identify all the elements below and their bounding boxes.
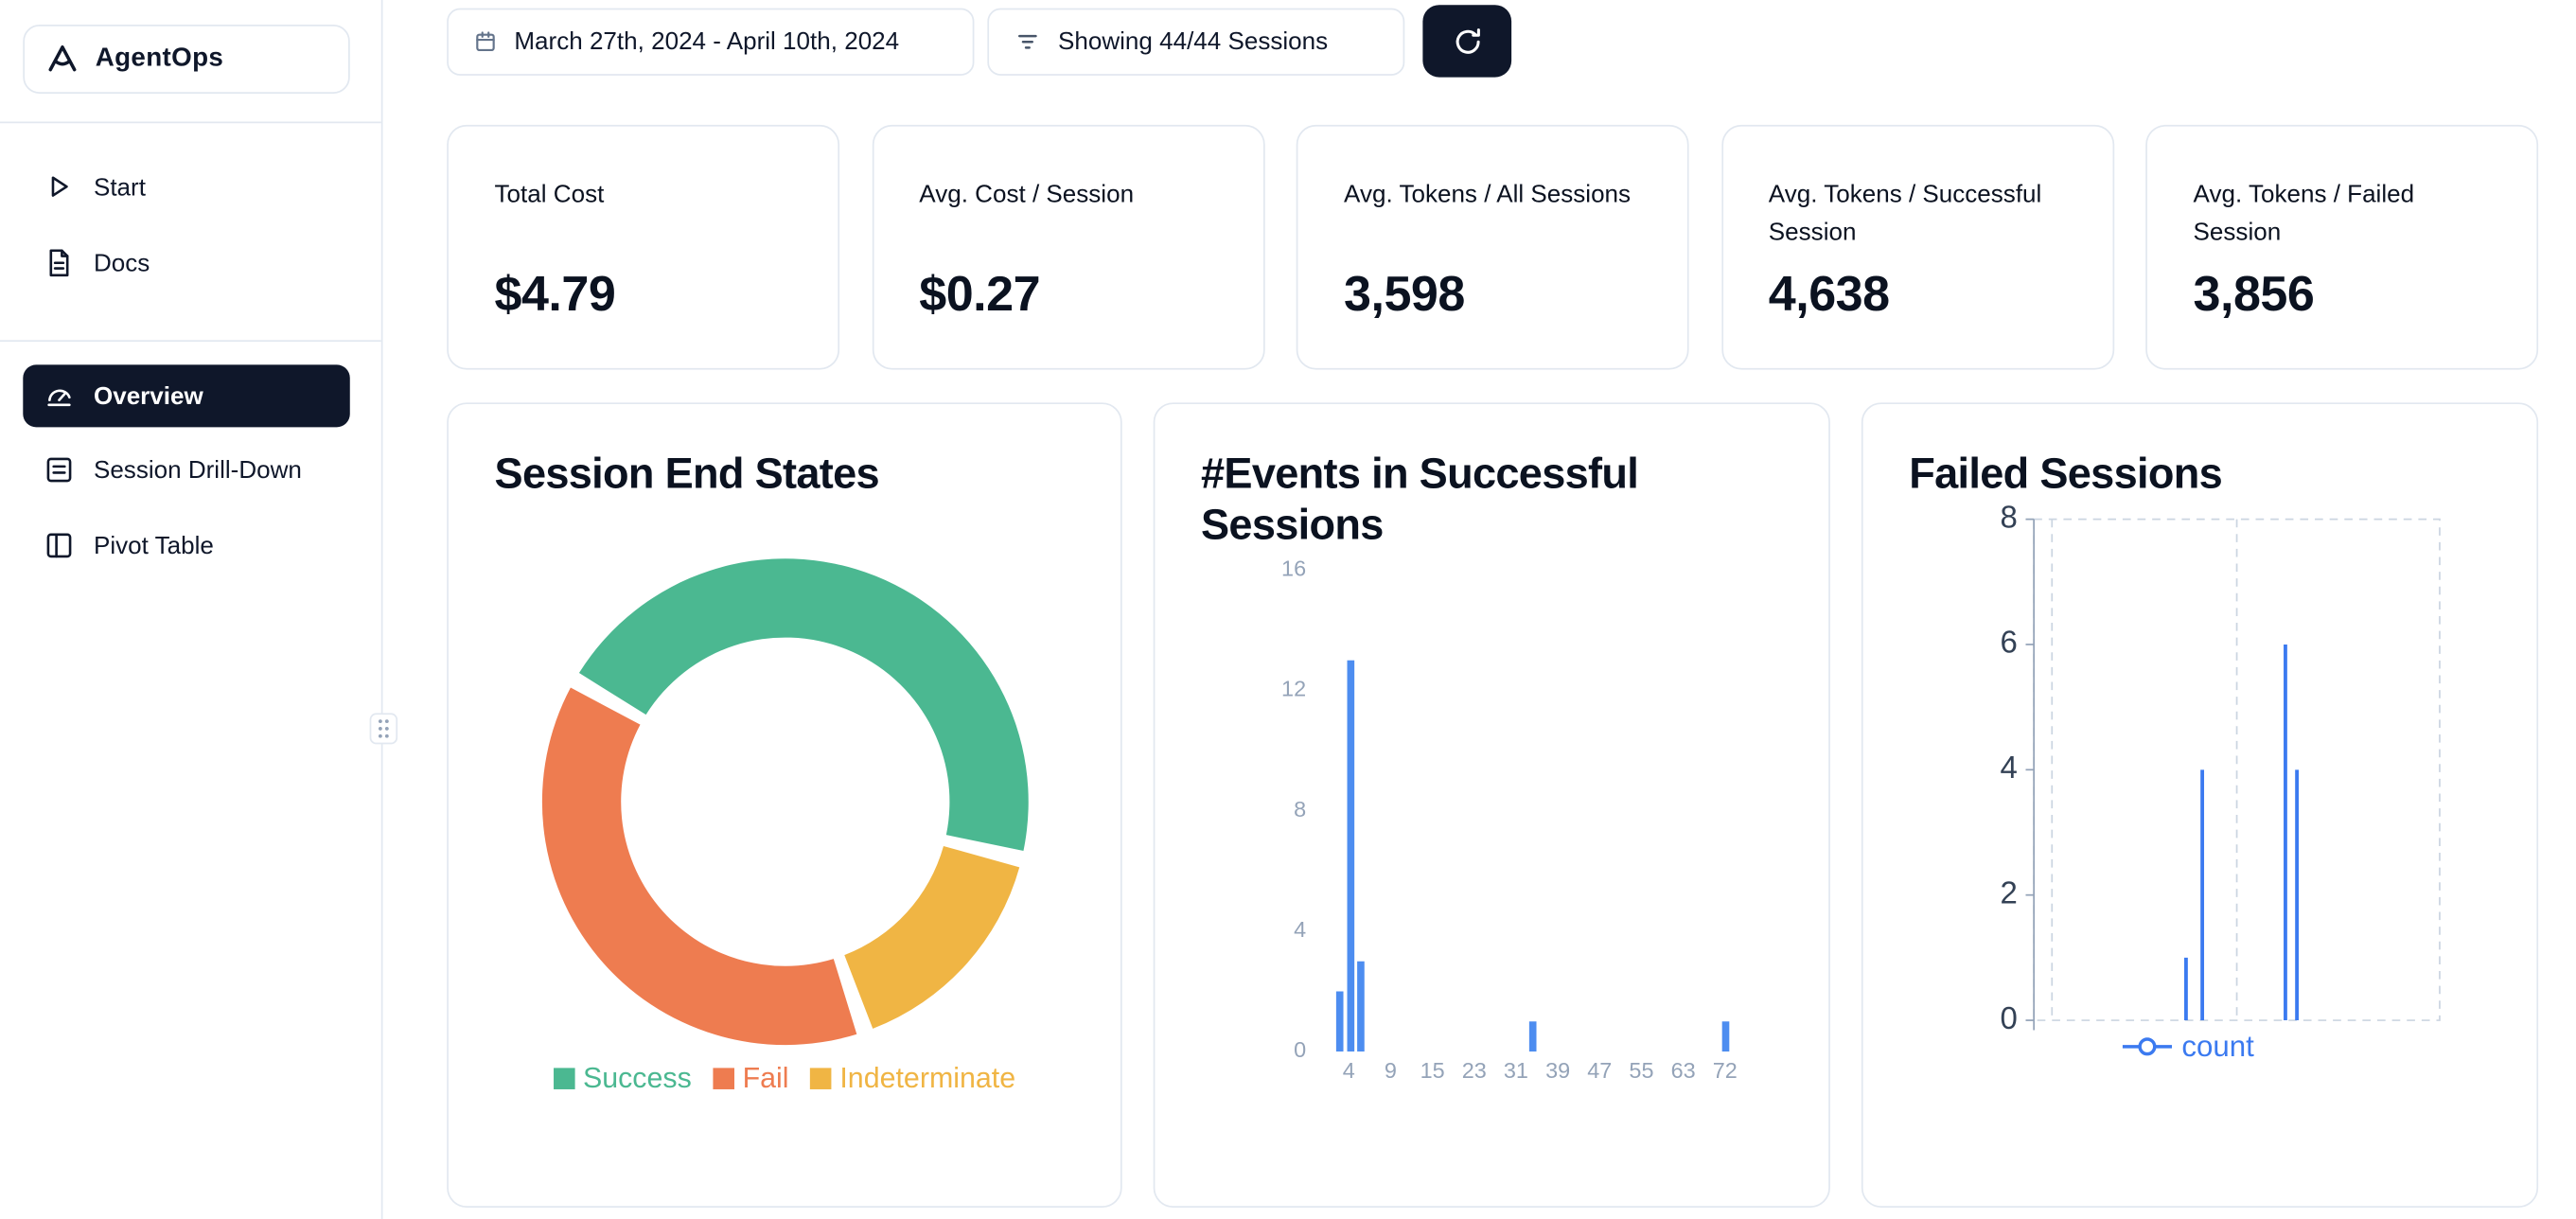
stat-value: $0.27	[919, 267, 1041, 323]
date-range-label: March 27th, 2024 - April 10th, 2024	[514, 27, 900, 57]
svg-text:6: 6	[2000, 625, 2017, 660]
svg-text:4: 4	[1294, 917, 1306, 942]
legend-swatch	[713, 1068, 734, 1089]
legend-item: Fail	[713, 1061, 789, 1095]
session-end-states-donut-chart	[541, 558, 1029, 1046]
document-icon	[49, 249, 69, 277]
stat-value: 4,638	[1768, 267, 1890, 323]
failed-sessions-chart: 0 2 4 6 8 count	[2000, 499, 2441, 1063]
gauge-icon	[47, 389, 71, 407]
svg-text:9: 9	[1385, 1058, 1397, 1083]
stat-label: Total Cost	[494, 180, 605, 209]
svg-text:39: 39	[1545, 1058, 1570, 1083]
list-rows-icon	[46, 457, 72, 483]
legend-label: Success	[582, 1061, 692, 1095]
stat-label: Avg. Cost / Session	[919, 180, 1135, 209]
stat-label: Avg. Tokens / Successful Session	[1768, 180, 2042, 247]
legend-swatch	[553, 1068, 575, 1089]
events-histogram-card: #Events in Successful Sessions 0 4 8 12 16 4 9…	[1153, 402, 1830, 1208]
logo[interactable]: AgentOps	[23, 25, 350, 94]
events-bar-chart: 0 4 8 12 16 4 9 15 23 31 39 47 55 63 72	[1281, 556, 1738, 1083]
charts-row: Session End States Success Fail Indetermin…	[447, 402, 2539, 1208]
svg-text:2: 2	[2000, 874, 2017, 910]
legend-item: Indeterminate	[810, 1061, 1015, 1095]
divider	[0, 340, 381, 343]
legend-label: Fail	[742, 1061, 789, 1095]
agentops-logo-icon	[48, 45, 77, 72]
date-range-button[interactable]: March 27th, 2024 - April 10th, 2024	[447, 8, 975, 76]
stat-value: 3,856	[2193, 267, 2315, 323]
stat-card-total-cost: Total Cost $4.79	[447, 124, 840, 370]
svg-text:55: 55	[1629, 1058, 1653, 1083]
main-content: March 27th, 2024 - April 10th, 2024 Show…	[382, 0, 2576, 1219]
legend-item: Success	[553, 1061, 692, 1095]
stat-value: $4.79	[494, 267, 616, 323]
sidebar-item-start[interactable]: Start	[23, 159, 349, 215]
stat-label: Avg. Tokens / Failed Session	[2193, 180, 2415, 247]
svg-text:47: 47	[1587, 1058, 1612, 1083]
sidebar: AgentOps Start Docs Overview	[0, 0, 383, 1219]
svg-text:15: 15	[1420, 1058, 1445, 1083]
stat-card-avg-tokens-failed: Avg. Tokens / Failed Session 3,856	[2145, 124, 2539, 370]
table-columns-icon	[46, 533, 72, 558]
svg-text:0: 0	[1294, 1037, 1306, 1062]
filter-icon	[1018, 34, 1037, 49]
chart-title: Failed Sessions	[1909, 448, 2222, 499]
sessions-filter-label: Showing 44/44 Sessions	[1057, 27, 1329, 57]
stat-label: Avg. Tokens / All Sessions	[1344, 180, 1632, 209]
stat-card-avg-tokens-successful: Avg. Tokens / Successful Session 4,638	[1720, 124, 2114, 370]
legend-swatch	[810, 1068, 832, 1089]
sidebar-item-docs[interactable]: Docs	[23, 235, 349, 291]
sidebar-item-overview[interactable]: Overview	[23, 364, 350, 428]
legend-label: Indeterminate	[839, 1061, 1016, 1095]
grip-dots-icon	[378, 719, 389, 738]
calendar-icon	[476, 31, 495, 52]
sessions-filter-button[interactable]: Showing 44/44 Sessions	[987, 8, 1405, 76]
stat-value: 3,598	[1344, 267, 1465, 323]
chart-title: #Events in Successful Sessions	[1201, 448, 1639, 549]
failed-sessions-card: Failed Sessions 0 2 4 6 8 count	[1861, 402, 2539, 1208]
app-name: AgentOps	[95, 44, 224, 73]
refresh-button[interactable]	[1422, 5, 1512, 78]
sidebar-resize-handle[interactable]	[369, 713, 398, 745]
svg-text:16: 16	[1281, 556, 1306, 581]
sidebar-item-label: Overview	[93, 381, 203, 411]
sidebar-item-label: Pivot Table	[93, 531, 214, 560]
divider	[0, 121, 381, 124]
svg-text:72: 72	[1713, 1058, 1738, 1083]
svg-text:8: 8	[2000, 499, 2017, 534]
play-icon	[51, 176, 68, 197]
svg-text:23: 23	[1462, 1058, 1487, 1083]
svg-text:4: 4	[2000, 750, 2017, 785]
sidebar-item-label: Session Drill-Down	[93, 455, 302, 485]
svg-text:8: 8	[1294, 797, 1306, 822]
session-end-states-card: Session End States Success Fail Indetermin…	[447, 402, 1122, 1208]
stat-card-avg-cost-session: Avg. Cost / Session $0.27	[871, 124, 1264, 370]
stats-row: Total Cost $4.79 Avg. Cost / Session $0.…	[447, 124, 2539, 370]
sidebar-item-session-drill-down[interactable]: Session Drill-Down	[23, 442, 349, 498]
sidebar-item-label: Docs	[93, 249, 150, 277]
svg-text:12: 12	[1281, 677, 1306, 701]
svg-text:31: 31	[1504, 1058, 1528, 1083]
sidebar-item-pivot-table[interactable]: Pivot Table	[23, 518, 349, 574]
svg-text:63: 63	[1671, 1058, 1696, 1083]
svg-text:count: count	[2181, 1030, 2254, 1063]
chart-title: Session End States	[494, 448, 880, 499]
stat-card-avg-tokens-all: Avg. Tokens / All Sessions 3,598	[1296, 124, 1689, 370]
sidebar-item-label: Start	[93, 173, 146, 202]
count-legend: count	[2122, 1030, 2254, 1063]
refresh-icon	[1455, 27, 1480, 53]
donut-legend: Success Fail Indeterminate	[449, 1061, 1120, 1095]
svg-text:0: 0	[2000, 1000, 2017, 1035]
svg-text:4: 4	[1343, 1058, 1355, 1083]
